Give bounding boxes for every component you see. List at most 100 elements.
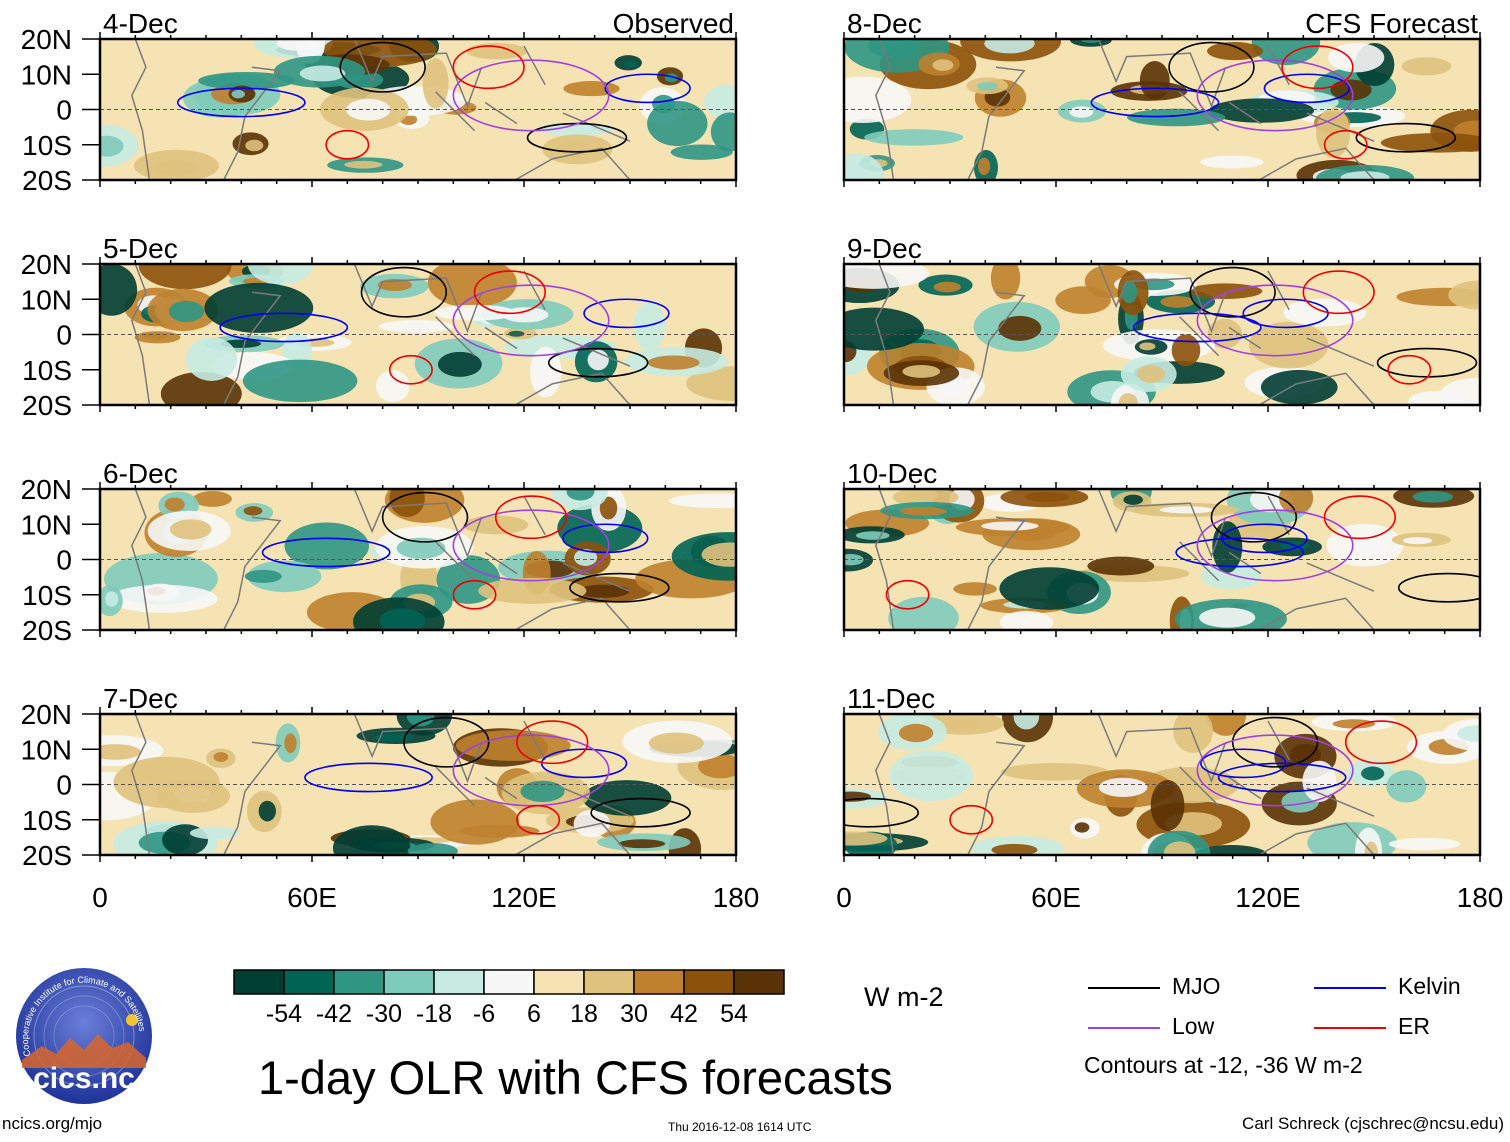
low-contour [1196, 59, 1354, 132]
olr-anomaly-core [1340, 171, 1390, 180]
olr-anomaly-core [100, 744, 141, 760]
colorbar-swatch [683, 969, 735, 995]
olr-anomaly-blob [1208, 98, 1314, 123]
olr-anomaly-blob [1260, 369, 1338, 405]
kelvin-contour [562, 523, 649, 554]
olr-anomaly-blob [378, 320, 454, 333]
colorbar-tick-label: 30 [620, 1000, 648, 1028]
wave-contours [1090, 41, 1457, 160]
er-contour [885, 579, 930, 610]
map-panel: 11-Dec 0 60E 120E 180 [836, 683, 1504, 913]
cics-logo: Cooperative Institute for Climate and Sa… [12, 964, 156, 1108]
colorbar-tick-label: -42 [316, 1000, 352, 1028]
olr-anomaly-core [899, 507, 947, 516]
olr-anomaly-core [306, 39, 321, 52]
kelvin-contour [1200, 748, 1287, 779]
olr-anomaly-core [1118, 393, 1138, 405]
colorbar-tick-label: 54 [720, 1000, 748, 1028]
colorbar-tick-label: -30 [366, 1000, 402, 1028]
kelvin-contour [1132, 312, 1262, 343]
olr-anomaly-blob [1055, 286, 1111, 315]
olr-anomaly-core [100, 135, 124, 157]
kelvin-contour [540, 748, 628, 779]
olr-anomaly-blob [427, 264, 517, 308]
contour-note: Contours at -12, -36 W m-2 [1084, 1052, 1363, 1078]
olr-anomaly-blob [185, 337, 238, 381]
map-panel: 9-Dec [842, 233, 1482, 412]
footer-url: ncics.org/mjo [2, 1114, 103, 1133]
olr-anomaly-blob [1200, 155, 1264, 169]
olr-anomaly-blob [953, 582, 997, 596]
olr-anomaly-core [698, 754, 736, 779]
olr-anomaly-core [855, 531, 890, 540]
olr-anomaly-core [898, 723, 934, 743]
coastline [130, 489, 631, 630]
x-tick-label: 0 [836, 882, 852, 913]
y-tick-label: 20S [22, 840, 72, 871]
olr-anomaly-core [1332, 719, 1376, 729]
legend-item-er: ER [1314, 1010, 1504, 1046]
er-contour [1302, 270, 1375, 315]
x-tick-label: 60E [287, 882, 337, 913]
panel-column-header: Observed [613, 8, 734, 39]
olr-anomaly-core [978, 157, 991, 176]
olr-anomaly-blob [633, 302, 666, 350]
kelvin-contour [261, 537, 391, 568]
olr-anomaly-blob [113, 756, 220, 808]
olr-anomaly-core [1457, 725, 1480, 742]
mjo-contour [844, 797, 919, 828]
olr-anomaly-core [701, 542, 736, 567]
kelvin-contour [1175, 537, 1305, 568]
footer-timestamp: Thu 2016-12-08 1614 UTC [668, 1120, 812, 1134]
x-tick-label: 180 [1457, 882, 1504, 913]
olr-anomaly-core [932, 59, 954, 71]
coastline [130, 714, 631, 855]
colorbar-swatch [533, 969, 585, 995]
mjo-contour [381, 491, 469, 543]
legend-line-er [1314, 1027, 1386, 1029]
olr-anomaly-core [1139, 342, 1156, 351]
olr-anomaly-blob [582, 780, 672, 816]
y-tick-label: 0 [56, 545, 72, 576]
mjo-contour [360, 266, 448, 318]
er-contour [473, 270, 546, 315]
olr-anomaly-core [213, 752, 229, 762]
olr-anomaly-blob [244, 569, 282, 583]
mjo-contour [569, 572, 670, 603]
y-tick-label: 10S [22, 580, 72, 611]
colorbar-swatch [633, 969, 685, 995]
olr-anomaly-blob [1401, 57, 1452, 76]
colorbar-tick-label: -6 [473, 1000, 495, 1028]
x-tick-label: 0 [92, 882, 108, 913]
olr-anomaly-core [396, 537, 446, 559]
mjo-contour [403, 716, 490, 768]
colorbar: -54 -42 -30 -18 -6 6 18 30 42 54 [233, 969, 785, 1028]
olr-anomaly-blob [647, 100, 708, 147]
chart-title: 1-day OLR with CFS forecasts [258, 1051, 893, 1104]
olr-field [844, 264, 1480, 405]
olr-field [100, 264, 736, 405]
low-contour [1196, 509, 1354, 582]
legend-label-kelvin: Kelvin [1398, 973, 1461, 999]
coastline [874, 264, 1375, 405]
er-contour [452, 45, 525, 90]
olr-anomaly-core [1164, 841, 1196, 855]
olr-anomaly-core [906, 490, 940, 501]
olr-anomaly-blob [844, 307, 924, 351]
olr-anomaly-blob [463, 515, 529, 535]
wave-contours [844, 716, 1418, 835]
x-tick-label: 120E [1235, 882, 1300, 913]
olr-anomaly-core [1137, 365, 1165, 384]
olr-anomaly-core [1013, 714, 1040, 730]
y-tick-label: 0 [56, 320, 72, 351]
olr-anomaly-core [1330, 79, 1372, 101]
olr-anomaly-core [535, 358, 552, 384]
wave-contours [885, 491, 1480, 610]
olr-anomaly-blob [1302, 760, 1337, 802]
colorbar-swatch [233, 969, 285, 995]
olr-anomaly-blob [1388, 837, 1461, 851]
olr-anomaly-blob [1173, 714, 1213, 753]
kelvin-contour [583, 298, 670, 329]
colorbar-swatch [433, 969, 485, 995]
olr-anomaly-blob [1408, 390, 1469, 405]
